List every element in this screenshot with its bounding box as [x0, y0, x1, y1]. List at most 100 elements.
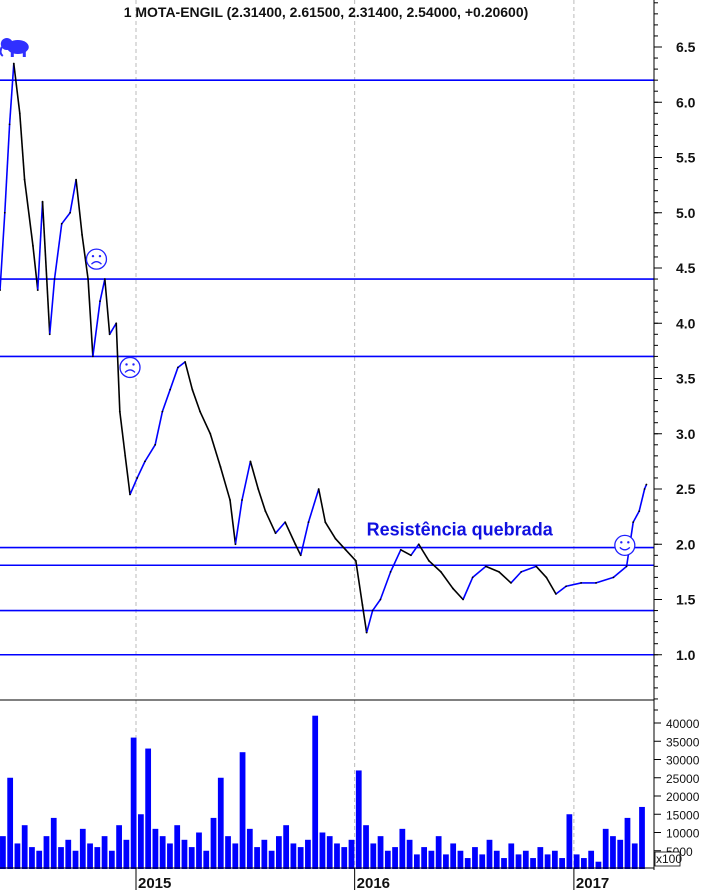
volume-bar — [544, 854, 551, 869]
price-segment — [498, 571, 512, 584]
price-segment — [452, 587, 464, 601]
price-point — [249, 460, 252, 463]
price-point — [399, 548, 402, 551]
price-point — [555, 593, 557, 595]
price-segment — [324, 521, 337, 540]
volume-tick-label: 30000 — [666, 754, 700, 768]
volume-bar — [413, 854, 420, 869]
price-segment — [257, 488, 267, 512]
price-point — [60, 222, 63, 225]
volume-bar — [559, 858, 565, 869]
price-segment — [169, 367, 179, 390]
price-segment — [317, 488, 327, 523]
price-point — [75, 178, 77, 181]
x-tick-label: 2015 — [138, 875, 171, 890]
price-point — [451, 587, 454, 590]
price-segment — [545, 576, 557, 595]
price-segment — [400, 549, 412, 557]
volume-bar — [566, 814, 573, 869]
price-segment — [99, 278, 106, 302]
price-point — [69, 211, 72, 214]
volume-bar — [479, 854, 486, 869]
price-segment — [379, 571, 392, 600]
price-segment — [284, 521, 297, 545]
price-point — [379, 598, 382, 601]
price-segment — [108, 322, 117, 335]
price-point — [545, 576, 548, 579]
price-point — [294, 543, 297, 546]
price-segment — [75, 179, 83, 235]
volume-bar — [551, 850, 558, 869]
price-segment — [355, 560, 364, 606]
volume-bar — [595, 861, 602, 869]
price-segment — [555, 585, 567, 595]
price-point — [428, 559, 430, 562]
volume-tick-label: 25000 — [666, 772, 700, 786]
price-point — [317, 488, 320, 490]
price-point — [324, 521, 327, 524]
volume-bar — [617, 839, 624, 869]
y-tick-label: 6.5 — [676, 39, 696, 55]
price-segment — [294, 543, 302, 556]
price-point — [199, 410, 201, 413]
volume-bar — [355, 770, 362, 869]
volume-bar — [196, 832, 202, 869]
price-point — [299, 554, 302, 557]
price-point — [361, 604, 364, 606]
volume-tick-label: 15000 — [666, 808, 700, 822]
price-point — [344, 548, 347, 551]
volume-bar — [145, 748, 152, 869]
volume-bar — [384, 850, 391, 869]
price-segment — [234, 499, 243, 545]
price-segment — [184, 361, 194, 390]
price-segment — [161, 389, 171, 412]
price-point — [3, 211, 6, 214]
price-point — [643, 488, 646, 490]
price-segment — [144, 444, 156, 462]
volume-bar — [174, 825, 181, 869]
volume-bar — [377, 836, 384, 869]
price-point — [484, 565, 487, 568]
price-point — [334, 537, 337, 540]
price-point — [535, 565, 538, 568]
price-segment — [41, 201, 51, 335]
price-segment — [124, 455, 131, 495]
price-point — [410, 554, 412, 557]
volume-bar — [210, 817, 217, 869]
price-segment — [177, 361, 186, 369]
volume-bar — [334, 843, 340, 869]
price-point — [136, 477, 139, 479]
price-point — [99, 300, 101, 303]
sad-face-icon — [119, 356, 141, 379]
y-tick-label: 4.5 — [676, 260, 696, 276]
y-tick-label: 6.0 — [676, 94, 696, 110]
volume-bar — [130, 737, 137, 869]
price-segment — [136, 461, 146, 479]
volume-bar — [537, 847, 544, 869]
volume-bar — [21, 825, 28, 869]
price-point — [257, 488, 260, 490]
volume-bar — [217, 777, 224, 869]
price-segment — [365, 610, 374, 633]
volume-bar — [297, 847, 304, 869]
volume-bar — [530, 858, 536, 869]
volume-bar — [225, 836, 231, 869]
volume-bar — [486, 839, 493, 869]
price-segment — [274, 521, 286, 534]
volume-bar — [246, 828, 253, 869]
price-segment — [69, 179, 77, 213]
price-point — [108, 333, 111, 336]
price-point — [417, 543, 420, 546]
price-point — [191, 388, 194, 391]
price-segment — [209, 433, 222, 468]
price-point — [498, 570, 500, 573]
volume-y-ticks: 400003500030000250002000015000100005000 — [654, 717, 700, 859]
volume-bar — [261, 839, 268, 869]
volume-bar — [94, 847, 101, 869]
price-segment — [334, 538, 347, 551]
price-segment — [361, 604, 368, 633]
price-segment — [191, 389, 201, 412]
price-point — [184, 361, 187, 363]
price-point — [307, 521, 310, 524]
price-point — [440, 570, 442, 573]
